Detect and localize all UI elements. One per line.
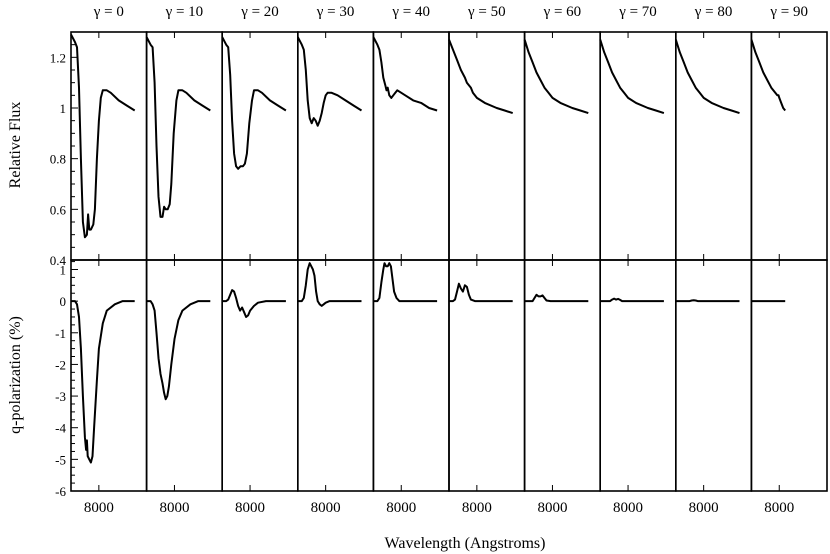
x-tick-label: 8000 (235, 500, 265, 516)
panel-gamma-30: 8000 (296, 31, 375, 516)
flux-panel-frame (296, 31, 375, 261)
panel-title: γ = 40 (391, 4, 430, 20)
polarization-series-line (373, 262, 438, 303)
x-tick-label: 8000 (386, 500, 416, 516)
y-axis-label-flux: Relative Flux (7, 102, 24, 189)
x-tick-label: 8000 (764, 500, 794, 516)
polarization-series-line (146, 300, 211, 401)
y-tick-label: 0 (60, 294, 67, 309)
y-axis-label-polarization: q-polarization (%) (7, 316, 24, 434)
polarization-series-line (449, 282, 513, 303)
panel-title: γ = 20 (240, 4, 279, 20)
flux-series-line (523, 39, 589, 115)
y-tick-label: -4 (55, 421, 66, 436)
flux-panel-frame (145, 31, 224, 261)
panel-title: γ = 30 (316, 4, 355, 20)
polarization-series-line (600, 297, 664, 303)
panel-gamma-0: 8000 (70, 31, 148, 516)
y-tick-label: -2 (55, 357, 66, 372)
flux-series-line (599, 39, 665, 115)
panel-title: γ = 80 (694, 4, 733, 20)
flux-series-line (221, 36, 287, 170)
x-tick-label: 8000 (613, 500, 643, 516)
y-tick-label: 1 (60, 262, 67, 277)
panel-title: γ = 90 (769, 4, 808, 20)
flux-panel-frame (674, 31, 753, 261)
polarization-panel-frame (372, 259, 450, 492)
flux-panel-frame (70, 31, 148, 261)
polarization-panel-frame (145, 259, 224, 492)
y-tick-label: -1 (55, 326, 66, 341)
panel-gamma-90: 8000 (750, 31, 828, 516)
y-tick-label: 0.8 (50, 152, 66, 167)
panel-gamma-40: 8000 (372, 31, 450, 516)
y-tick-label: 1.2 (50, 50, 66, 65)
panel-gamma-20: 8000 (221, 31, 299, 516)
flux-series-line (296, 36, 363, 127)
polarization-series-line (297, 262, 362, 307)
panel-grid: 8000 8000 8000 8000 8000 8000 8000 8000 8000 8000 (70, 31, 828, 516)
x-axis-label: Wavelength (Angstroms) (385, 535, 546, 552)
flux-panel-frame (523, 31, 601, 261)
panel-titles: γ = 0 γ = 10 γ = 20 γ = 30 γ = 40 γ = 50 γ = 6… (93, 4, 808, 20)
panel-gamma-50: 8000 (448, 31, 526, 516)
flux-series-line (372, 36, 438, 112)
flux-series-line (145, 36, 211, 218)
polarization-panel-frame (448, 259, 526, 492)
flux-series-line (70, 34, 136, 239)
x-tick-label: 8000 (159, 500, 189, 516)
x-tick-label: 8000 (84, 500, 114, 516)
flux-series-line (750, 39, 786, 112)
y-tick-label: -6 (55, 484, 66, 499)
panel-gamma-80: 8000 (674, 31, 753, 516)
panel-gamma-60: 8000 (523, 31, 601, 516)
x-tick-label: 8000 (462, 500, 492, 516)
polarization-series-line (524, 293, 589, 303)
flux-panel-frame (372, 31, 450, 261)
polarization-panel-frame (221, 259, 299, 492)
x-tick-label: 8000 (311, 500, 341, 516)
polarization-series-line (71, 300, 135, 464)
polarization-panel-frame (674, 259, 753, 492)
panel-gamma-10: 8000 (145, 31, 224, 516)
polarization-panel-frame (296, 259, 375, 492)
x-tick-label: 8000 (537, 500, 567, 516)
panel-gamma-70: 8000 (599, 31, 677, 516)
flux-panel-frame (750, 31, 828, 261)
panel-title: γ = 50 (467, 4, 506, 20)
y-tick-label: 1 (60, 101, 67, 116)
flux-panel-frame (599, 31, 677, 261)
x-tick-label: 8000 (689, 500, 719, 516)
y-tick-label: -3 (55, 389, 66, 404)
panel-title: γ = 10 (165, 4, 204, 20)
polarization-panel-frame (750, 259, 828, 492)
panel-title: γ = 70 (618, 4, 657, 20)
panel-title: γ = 60 (543, 4, 582, 20)
y-axes: 0.4 0.6 0.8 1 1.2 -6 -5 -4 -3 -2 -1 0 1 (50, 50, 67, 499)
polarization-panel-frame (599, 259, 677, 492)
polarization-series-line (675, 299, 740, 303)
polarization-series-line (222, 289, 286, 318)
flux-series-line (448, 39, 514, 115)
y-tick-label: 0.4 (50, 253, 67, 268)
panel-title: γ = 0 (93, 4, 124, 20)
y-tick-label: 0.6 (50, 202, 67, 217)
y-tick-label: -5 (55, 452, 66, 467)
flux-series-line (674, 39, 740, 115)
